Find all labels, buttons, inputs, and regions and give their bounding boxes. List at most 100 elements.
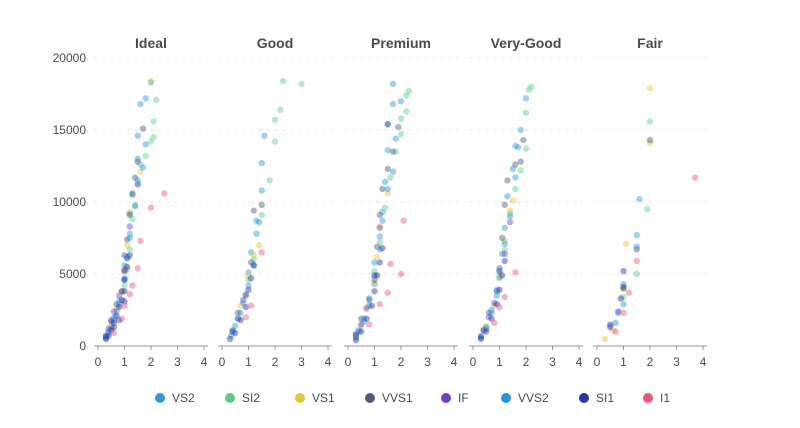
point-very-good-vvs1-0: [480, 326, 487, 334]
point-ideal-vs2-9: [123, 253, 131, 260]
point-ideal-si1-2: [108, 326, 115, 334]
point-good-vvs2-4: [250, 262, 257, 269]
point-ideal-if-8: [134, 181, 141, 188]
point-very-good-vvs1-3: [496, 265, 503, 272]
point-good-vs1-1: [245, 272, 252, 279]
point-fair-vvs2-0: [612, 319, 619, 327]
point-very-good-vs2-8: [509, 165, 516, 173]
point-very-good-vs2-10: [517, 126, 524, 134]
point-ideal-vs2-7: [121, 276, 128, 283]
point-premium-vvs1-6: [379, 185, 386, 193]
point-good-si2-0: [245, 276, 252, 283]
legend-marker-vvs1: [365, 393, 375, 403]
y-tick-label-2: 10000: [53, 195, 87, 209]
point-ideal-if-1: [105, 325, 112, 332]
point-fair-i1-2: [625, 289, 632, 296]
point-ideal-si2-3: [129, 216, 136, 223]
point-very-good-i1-2: [501, 293, 508, 301]
point-ideal-i1-8: [161, 190, 168, 197]
point-ideal-vvs1-11: [139, 125, 147, 132]
point-very-good-if-4: [496, 267, 503, 275]
point-very-good-vs1-1: [491, 302, 498, 309]
point-ideal-si2-1: [123, 266, 131, 273]
point-good-si1-5: [247, 275, 255, 282]
point-good-vs2-3: [242, 290, 250, 298]
point-premium-i1-0: [366, 321, 373, 328]
point-premium-vvs1-4: [373, 243, 381, 250]
point-very-good-vs1-4: [506, 207, 514, 214]
point-fair-vvs1-1: [620, 285, 627, 292]
point-very-good-si2-4: [517, 167, 524, 174]
x-tick-label-fair-1: 1: [620, 355, 627, 369]
point-premium-vvs2-4: [371, 272, 378, 279]
point-ideal-vvs2-5: [123, 254, 131, 262]
point-fair-si2-2: [644, 206, 651, 213]
point-very-good-if-3: [491, 299, 498, 306]
point-ideal-if-7: [126, 223, 133, 230]
legend-label-vs1: VS1: [312, 391, 335, 405]
facet-title-very-good: Very-Good: [491, 35, 562, 51]
point-very-good-si1-0: [477, 335, 485, 342]
point-ideal-vvs2-7: [131, 203, 139, 210]
point-fair-vvs1-0: [607, 324, 614, 331]
point-fair-si1-0: [617, 295, 625, 302]
point-ideal-si2-9: [150, 134, 157, 141]
point-ideal-si2-11: [153, 96, 160, 103]
point-ideal-vvs2-0: [102, 334, 110, 341]
x-tick-label-good-2: 2: [272, 355, 279, 369]
point-ideal-vs1-4: [123, 242, 131, 249]
point-ideal-si1-5: [116, 303, 123, 311]
point-ideal-vs2-5: [116, 301, 123, 308]
point-good-vvs2-1: [234, 315, 242, 322]
point-good-vs2-7: [258, 187, 265, 194]
y-tick-label-1: 5000: [59, 267, 86, 281]
point-premium-si1-4: [371, 288, 378, 295]
point-ideal-vs2-12: [129, 191, 136, 198]
point-very-good-vvs2-1: [483, 324, 490, 331]
point-premium-vs2-2: [360, 318, 368, 325]
point-good-vvs1-1: [234, 309, 242, 317]
point-good-if-2: [240, 296, 247, 304]
point-ideal-vvs1-3: [118, 288, 126, 295]
point-very-good-if-6: [506, 218, 514, 226]
legend-label-vvs2: VVS2: [518, 391, 549, 405]
point-premium-vvs2-9: [392, 135, 399, 142]
point-fair-vvs2-2: [633, 243, 640, 250]
point-premium-vvs2-1: [355, 326, 362, 334]
point-ideal-vs1-0: [108, 322, 115, 330]
point-ideal-vs1-5: [126, 208, 133, 216]
point-fair-vs2-4: [636, 195, 643, 203]
point-ideal-vs1-7: [147, 77, 155, 85]
point-ideal-vs2-16: [142, 95, 149, 102]
point-ideal-vvs1-4: [121, 267, 128, 275]
point-very-good-vvs1-1: [485, 309, 493, 317]
point-premium-si1-0: [352, 337, 360, 344]
legend-marker-si2: [225, 393, 235, 403]
x-tick-label-very-good-4: 4: [576, 355, 583, 369]
point-good-vs1-2: [250, 252, 257, 259]
point-good-vvs2-2: [240, 299, 247, 306]
x-tick-label-very-good-2: 2: [523, 355, 530, 369]
point-premium-si1-2: [363, 315, 370, 322]
x-tick-label-very-good-3: 3: [549, 355, 556, 369]
point-ideal-vs2-14: [134, 132, 141, 139]
point-ideal-i1-7: [147, 204, 155, 211]
point-ideal-si2-10: [150, 118, 157, 125]
point-fair-vs1-3: [622, 240, 630, 247]
point-good-si1-6: [250, 262, 257, 269]
x-tick-label-fair-2: 2: [647, 355, 654, 369]
point-very-good-vs2-9: [512, 142, 519, 150]
point-ideal-vvs1-7: [126, 211, 133, 219]
point-good-si2-6: [277, 106, 284, 114]
point-premium-si2-3: [387, 174, 394, 181]
point-very-good-vs1-2: [496, 272, 503, 279]
point-fair-i1-0: [612, 328, 619, 335]
point-good-si2-2: [258, 211, 265, 219]
point-good-si2-1: [250, 256, 257, 263]
point-good-vs2-9: [261, 132, 268, 139]
legend-marker-vs1: [295, 393, 305, 403]
points-layer: [102, 77, 699, 344]
point-very-good-vvs1-2: [493, 288, 501, 295]
point-very-good-vs2-2: [488, 309, 495, 317]
x-tick-label-very-good-0: 0: [470, 355, 477, 369]
